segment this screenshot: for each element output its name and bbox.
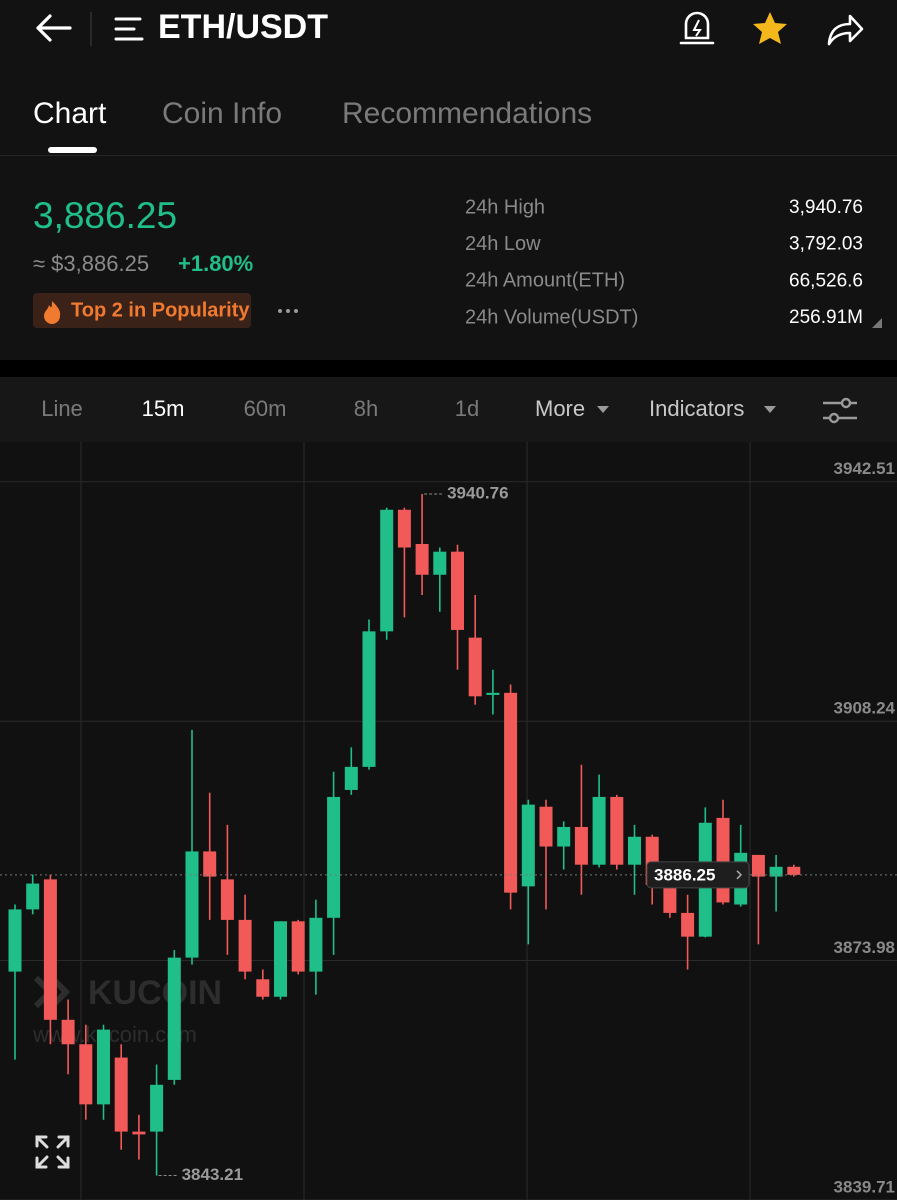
candle-body [238,919,252,972]
candle-body [132,1131,146,1135]
candle-body [433,551,447,575]
stat-label: 24h Low [465,233,541,255]
stat-label: 24h High [465,196,545,218]
candle-body [681,912,695,937]
candle-body [150,1084,164,1132]
caret [597,406,609,413]
candle-body [203,851,217,877]
candle-body [451,551,464,630]
candle-body [309,917,323,972]
candle-body [769,866,783,877]
tab[interactable]: Recommendations [342,97,592,130]
interval[interactable]: Line [41,396,83,421]
candle-body [504,692,518,893]
last-price-value: 3886.25 [654,865,715,884]
candle-body [327,796,341,918]
candle-body [610,796,624,865]
interval[interactable]: 1d [455,396,479,421]
interval-active[interactable]: 15m [142,396,185,421]
popularity-badge[interactable] [33,293,251,328]
fullscreen-icon[interactable] [35,1135,70,1169]
approx-price: ≈ $3,886.25 [33,251,149,276]
y-tick-label: 3908.24 [834,699,896,718]
candle-body [716,817,730,903]
stat-value: 3,792.03 [789,234,863,255]
y-tick-label: 3839.71 [834,1177,895,1196]
separator-band [0,360,897,377]
settings-icon[interactable] [823,397,857,424]
interval[interactable]: 8h [354,396,378,421]
corner-mark [872,318,882,328]
candle-body [79,1044,93,1105]
candle-body [220,879,234,920]
candle-body [43,879,57,1020]
candle-body [185,851,199,958]
watermark-text: KUCOIN [88,974,222,1012]
candle-body [256,979,270,997]
candle-body [8,909,22,972]
candle-body [291,921,305,972]
caret [764,406,776,413]
candle-body [663,886,677,913]
favorite-star[interactable] [753,12,787,44]
candle-body [380,509,394,632]
alert-icon[interactable] [679,11,715,45]
price-change: +1.80% [178,251,253,276]
candle-body [344,766,358,790]
flame-icon [44,301,61,324]
candle-body [751,854,765,877]
candle-body [628,836,641,865]
back-button[interactable] [36,14,72,42]
interval[interactable]: 60m [244,396,287,421]
chevron [736,870,743,880]
toolbar [0,377,897,442]
candle-body [521,804,535,887]
more-dots[interactable] [278,309,298,313]
tab-active[interactable]: Chart [33,97,107,130]
candle-body [486,692,500,695]
y-tick-label: 3942.51 [834,459,895,478]
candle-body [26,883,40,910]
chart-area [0,442,897,1200]
candle-body [61,1019,75,1045]
stat-value: 66,526.6 [789,270,863,291]
stat-label: 24h Amount(ETH) [465,270,625,292]
candle-body [97,1029,110,1105]
badge-text: Top 2 in Popularity [71,299,250,321]
low-label: 3843.21 [182,1165,243,1184]
candle-body [592,796,606,865]
candle-body [787,866,801,875]
more-menu[interactable]: More [535,396,585,421]
share-icon[interactable] [827,14,864,46]
indicators-menu[interactable]: Indicators [649,396,744,421]
pair-title: ETH/USDT [158,8,328,46]
candle-body [397,509,411,548]
candle-body [114,1057,128,1132]
last-price-tag[interactable] [646,861,750,889]
y-tick-label: 3873.98 [834,938,895,957]
stat-value: 256.91M [789,307,863,328]
candle-body [167,957,181,1080]
high-label: 3940.76 [447,483,508,502]
candle-body [415,544,429,575]
watermark: KUCOIN www.kucoin.com [32,974,222,1047]
candle-body [557,826,571,847]
tab[interactable]: Coin Info [162,97,282,130]
stat-value: 3,940.76 [789,197,863,218]
tab-indicator [48,147,97,153]
last-price: 3,886.25 [33,195,177,236]
menu-icon[interactable] [114,17,144,41]
candle-body [539,806,553,847]
candle-body [574,826,588,865]
stat-label: 24h Volume(USDT) [465,306,638,328]
candle-body [362,631,376,767]
candle-body [468,637,482,697]
candle-body [274,921,287,997]
